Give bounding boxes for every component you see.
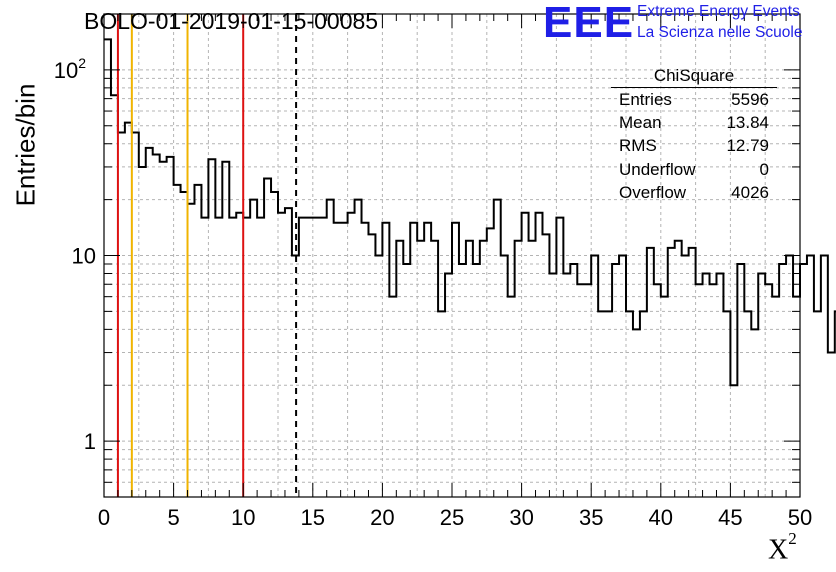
- stats-row-entries: Entries 5596: [611, 90, 777, 113]
- x-tick-label: 45: [718, 505, 742, 530]
- stats-value: 5596: [731, 90, 769, 109]
- x-tick-label: 10: [231, 505, 255, 530]
- y-tick-label: 102: [54, 55, 86, 83]
- stats-row-overflow: Overflow 4026: [611, 183, 777, 206]
- x-tick-label: 15: [301, 505, 325, 530]
- x-tick-label: 0: [98, 505, 110, 530]
- stats-label: Entries: [619, 90, 672, 109]
- x-tick-label: 35: [579, 505, 603, 530]
- stats-label: Overflow: [619, 182, 687, 202]
- x-axis-label: X2: [768, 529, 797, 566]
- x-tick-label: 5: [167, 505, 179, 530]
- y-axis-label: Entries/bin: [10, 83, 41, 207]
- stats-label: Underflow: [619, 159, 696, 179]
- y-tick-label: 1: [84, 429, 96, 454]
- x-axis-label-sup: 2: [788, 529, 797, 548]
- logo-line-2: La Scienza nelle Scuole: [637, 24, 803, 41]
- stats-label: RMS: [619, 136, 657, 156]
- histogram-series: [104, 38, 836, 387]
- stats-value: 4026: [731, 182, 769, 202]
- logo-line-1: Extreme Energy Events: [637, 3, 800, 20]
- plot-title: BOLO-01-2019-01-15-00085: [84, 8, 379, 34]
- x-tick-label: 50: [788, 505, 812, 530]
- stats-box: ChiSquare Entries 5596 Mean 13.84 RMS 12.79…: [611, 66, 777, 206]
- y-axis-label-box: Entries/bin: [8, 84, 44, 207]
- stats-name: ChiSquare: [611, 66, 777, 88]
- stats-row-rms: RMS 12.79: [611, 136, 777, 159]
- stats-value: 12.79: [726, 136, 769, 156]
- stats-label: Mean: [619, 113, 662, 133]
- x-axis-label-text: X: [768, 534, 789, 566]
- stats-row-mean: Mean 13.84: [611, 113, 777, 136]
- stats-row-underflow: Underflow 0: [611, 160, 777, 183]
- y-tick-label: 10: [72, 244, 96, 269]
- x-tick-label: 40: [649, 505, 673, 530]
- stats-value: 0: [759, 159, 769, 179]
- x-tick-label: 30: [509, 505, 533, 530]
- eee-logo: EEE: [543, 0, 635, 47]
- x-tick-label: 20: [370, 505, 394, 530]
- stats-value: 13.84: [726, 113, 769, 133]
- x-tick-label: 25: [440, 505, 464, 530]
